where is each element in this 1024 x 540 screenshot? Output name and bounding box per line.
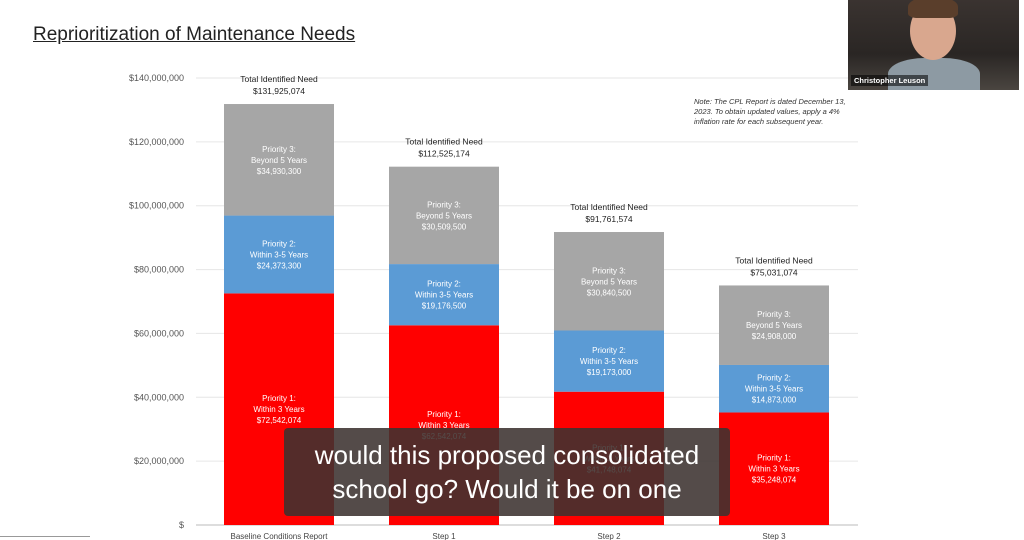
total-label: $131,925,074 <box>253 86 305 96</box>
segment-label: Within 3-5 Years <box>415 291 473 300</box>
category-labels: Baseline Conditions Report Step 1 Step 2 St… <box>231 532 787 540</box>
y-tick-label: $140,000,000 <box>129 73 184 83</box>
bar-segment-priority2 <box>224 215 334 294</box>
segment-label: Within 3 Years <box>748 465 799 474</box>
bar-segment-priority3 <box>554 232 664 331</box>
segment-label: Beyond 5 Years <box>746 321 802 330</box>
segment-label: Beyond 5 Years <box>416 211 472 220</box>
y-tick-label: $20,000,000 <box>134 456 184 466</box>
bar-segment-priority1 <box>719 412 829 525</box>
bar-segment-priority3 <box>224 104 334 216</box>
segment-label: $72,542,074 <box>257 416 302 425</box>
segment-label: Within 3 Years <box>418 421 469 430</box>
bar-segments <box>224 104 829 525</box>
segment-label: Beyond 5 Years <box>251 156 307 165</box>
segment-label: $34,930,300 <box>257 167 302 176</box>
divider <box>0 536 90 537</box>
segment-label: $19,176,500 <box>422 302 467 311</box>
slide-title: Reprioritization of Maintenance Needs <box>33 24 356 45</box>
y-tick-label: $60,000,000 <box>134 328 184 338</box>
bar-segment-priority2 <box>554 330 664 392</box>
bar-segment-priority3 <box>389 166 499 265</box>
live-caption: would this proposed consolidated school … <box>284 428 730 516</box>
segment-label: $24,908,000 <box>752 332 797 341</box>
y-tick-label: $ <box>179 520 184 530</box>
chart-note: Note: The CPL Report is dated December 1… <box>694 97 846 126</box>
total-label: Total Identified Need <box>240 74 318 84</box>
segment-label: $35,248,074 <box>752 476 797 485</box>
total-label: Total Identified Need <box>735 255 813 265</box>
segment-label: Priority 3: <box>262 145 296 154</box>
category-label: Baseline Conditions Report <box>231 532 329 540</box>
bar-segment-priority3 <box>719 285 829 365</box>
segment-label: Within 3-5 Years <box>250 250 308 259</box>
category-label: Step 1 <box>432 532 456 540</box>
segment-label: Priority 2: <box>262 239 296 248</box>
segment-label: $30,509,500 <box>422 222 467 231</box>
caption-line-1: would this proposed consolidated <box>314 440 700 470</box>
participant-video-tile[interactable]: Christopher Leuson <box>848 0 1019 90</box>
segment-label: Priority 3: <box>427 200 461 209</box>
segment-label: $19,173,000 <box>587 368 632 377</box>
segment-label: Priority 1: <box>757 454 791 463</box>
segment-label: $24,373,300 <box>257 261 302 270</box>
participant-hair <box>908 0 958 18</box>
segment-label: $30,840,500 <box>587 288 632 297</box>
total-label: $112,525,174 <box>418 149 470 159</box>
caption-line-2: school go? Would it be on one <box>332 474 682 504</box>
segment-label: Beyond 5 Years <box>581 277 637 286</box>
bar-segment-priority2 <box>389 264 499 326</box>
category-label: Step 3 <box>762 532 786 540</box>
participant-name-label: Christopher Leuson <box>851 75 929 86</box>
segment-label: Priority 1: <box>427 410 461 419</box>
category-label: Step 2 <box>597 532 621 540</box>
segment-label: Priority 2: <box>757 374 791 383</box>
total-labels: Total Identified Need $131,925,074 Total I… <box>240 74 813 277</box>
y-tick-label: $120,000,000 <box>129 137 184 147</box>
y-tick-label: $100,000,000 <box>129 201 184 211</box>
segment-label: Priority 3: <box>757 310 791 319</box>
segment-label: Within 3-5 Years <box>580 357 638 366</box>
segment-label: Within 3 Years <box>253 405 304 414</box>
total-label: Total Identified Need <box>405 137 483 147</box>
y-tick-label: $80,000,000 <box>134 265 184 275</box>
total-label: $75,031,074 <box>750 267 798 277</box>
segment-label: Priority 2: <box>592 346 626 355</box>
segment-label: Priority 2: <box>427 280 461 289</box>
y-axis-tick-labels: $ $20,000,000 $40,000,000 $60,000,000 $80,00… <box>129 73 184 530</box>
segment-label: Priority 3: <box>592 266 626 275</box>
y-tick-label: $40,000,000 <box>134 392 184 402</box>
total-label: Total Identified Need <box>570 202 648 212</box>
bar-segment-priority2 <box>719 364 829 413</box>
segment-label: $14,873,000 <box>752 396 797 405</box>
segment-label: Priority 1: <box>262 394 296 403</box>
segment-label: Within 3-5 Years <box>745 385 803 394</box>
total-label: $91,761,574 <box>585 214 633 224</box>
